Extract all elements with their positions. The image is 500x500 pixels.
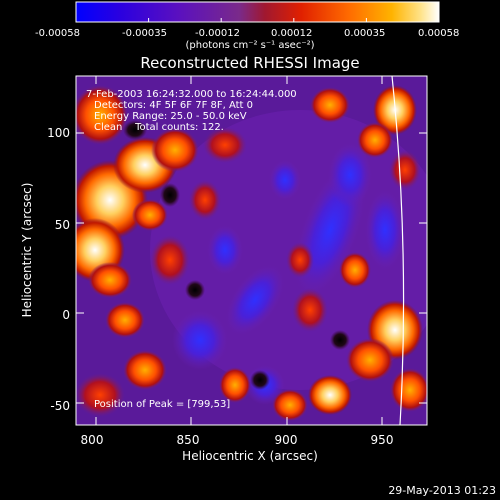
colorbar-ticks [75, 18, 440, 22]
detectors-text: Detectors: 4F 5F 6F 7F 8F, Att 0 [94, 100, 253, 111]
x-tick-label: 900 [275, 433, 298, 447]
plot-title: Reconstructed RHESSI Image [140, 54, 359, 72]
peak-position-text: Position of Peak = [799,53] [94, 399, 230, 410]
colorbar-tick-label: -0.00058 [35, 28, 80, 39]
y-axis [76, 132, 427, 404]
total-counts-text: Clean Total counts: 122. [94, 122, 224, 133]
colorbar-unit-label: (photons cm⁻² s⁻¹ asec⁻²) [185, 40, 314, 51]
energy-range-text: Energy Range: 25.0 - 50.0 keV [94, 111, 247, 122]
colorbar-tick-label: -0.00035 [122, 28, 167, 39]
colorbar-tick-label: 0.00012 [271, 28, 312, 39]
x-axis-label: Heliocentric X (arcsec) [182, 449, 318, 463]
x-tick-label: 850 [177, 433, 200, 447]
y-tick-label: -50 [50, 399, 70, 413]
y-axis-label: Heliocentric Y (arcsec) [20, 183, 34, 318]
x-tick-label: 800 [81, 433, 104, 447]
y-tick-label: 50 [55, 218, 70, 232]
x-tick-label: 950 [371, 433, 394, 447]
colorbar-tick-label: 0.00058 [418, 28, 459, 39]
colorbar-tick-label: -0.00012 [195, 28, 240, 39]
solar-limb-line [391, 76, 405, 425]
colorbar-tick-label: 0.00035 [344, 28, 385, 39]
colorbar [75, 1, 440, 23]
plot-frame [75, 75, 428, 426]
y-tick-label: 0 [62, 308, 70, 322]
footer-date: 29-May-2013 01:23 [388, 484, 496, 497]
x-axis [95, 76, 383, 425]
observation-info: 7-Feb-2003 16:24:32.000 to 16:24:44.000 … [86, 89, 297, 133]
rhessi-image [76, 76, 427, 425]
time-range-text: 7-Feb-2003 16:24:32.000 to 16:24:44.000 [86, 89, 297, 100]
y-tick-label: 100 [47, 126, 70, 140]
